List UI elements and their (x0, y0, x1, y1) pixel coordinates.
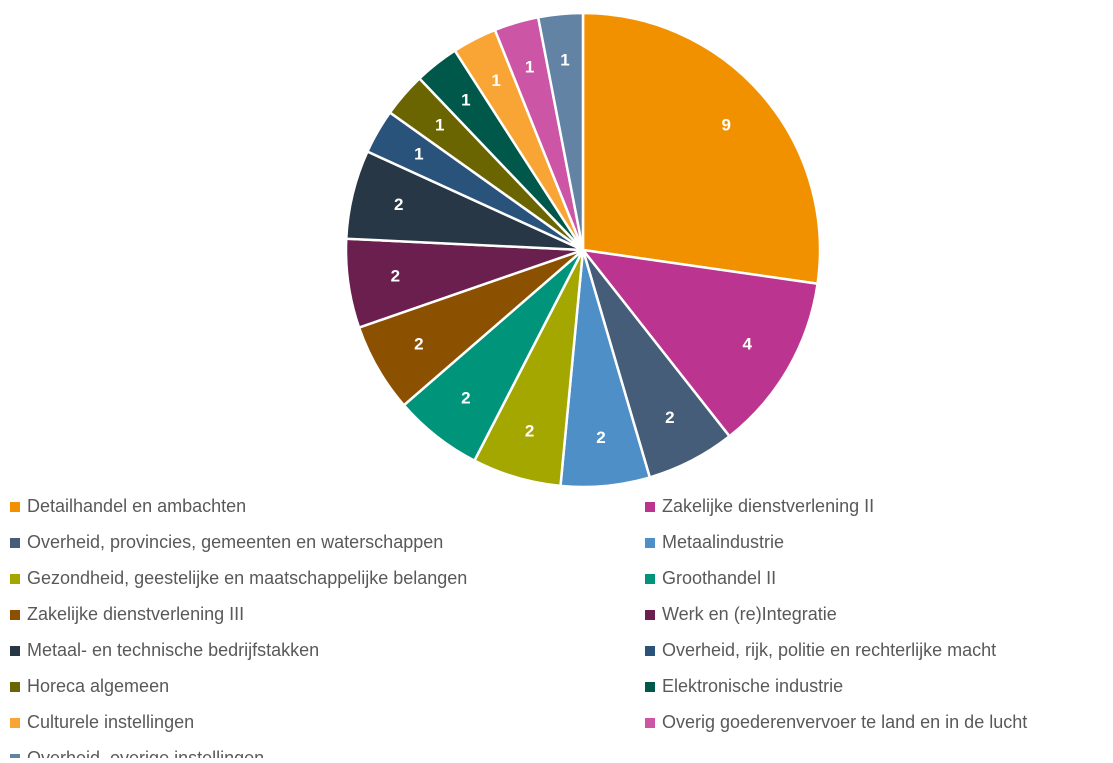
legend-label: Horeca algemeen (27, 676, 169, 696)
legend-label: Zakelijke dienstverlening III (27, 604, 244, 624)
legend-label: Metaal- en technische bedrijfstakken (27, 640, 319, 660)
data-label: 4 (742, 334, 752, 353)
data-label: 2 (665, 408, 674, 427)
legend-swatch (645, 538, 655, 548)
data-label: 2 (394, 195, 403, 214)
legend-swatch (10, 574, 20, 584)
data-label: 1 (525, 58, 534, 77)
data-label: 1 (491, 71, 500, 90)
legend-swatch (645, 574, 655, 584)
legend-label: Detailhandel en ambachten (27, 496, 246, 516)
pie-slice (536, 11, 585, 251)
data-label: 9 (722, 115, 731, 134)
legend-label: Overheid, overige instellingen (27, 748, 264, 758)
legend-label: Gezondheid, geestelijke en maatschappeli… (27, 568, 467, 588)
legend-label: Overheid, provincies, gemeenten en water… (27, 532, 443, 552)
legend-label: Groothandel II (662, 568, 776, 588)
legend-swatch (10, 682, 20, 692)
legend-label: Metaalindustrie (662, 532, 784, 552)
legend-swatch (645, 502, 655, 512)
data-label: 1 (435, 115, 444, 134)
pie-slice (580, 248, 820, 439)
legend-swatch (645, 718, 655, 728)
legend-swatch (645, 682, 655, 692)
legend-label: Overig goederenvervoer te land en in de … (662, 712, 1027, 732)
data-label: 2 (391, 266, 400, 285)
data-label: 2 (525, 421, 534, 440)
legend-swatch (10, 754, 20, 763)
data-label: 2 (414, 334, 423, 353)
data-label: 1 (560, 51, 569, 70)
legend-swatch (10, 646, 20, 656)
data-label: 1 (461, 90, 470, 109)
legend-swatch (645, 610, 655, 620)
legend-label: Culturele instellingen (27, 712, 194, 732)
data-label: 2 (596, 428, 605, 447)
pie-slice (581, 11, 822, 286)
legend-label: Zakelijke dienstverlening II (662, 496, 874, 516)
legend-swatch (10, 718, 20, 728)
legend-label: Elektronische industrie (662, 676, 843, 696)
legend-swatch (10, 502, 20, 512)
legend-swatch (645, 646, 655, 656)
legend-label: Overheid, rijk, politie en rechterlijke … (662, 640, 996, 660)
data-label: 2 (461, 389, 470, 408)
legend-label: Werk en (re)Integratie (662, 604, 837, 624)
legend-swatch (10, 538, 20, 548)
legend-swatch (10, 610, 20, 620)
data-label: 1 (414, 145, 423, 164)
